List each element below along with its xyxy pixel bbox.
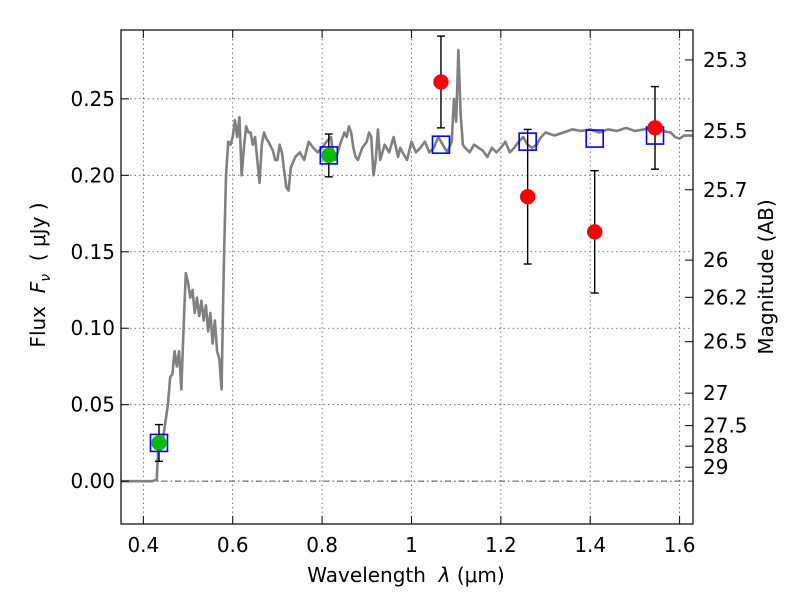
y-axis-label-subscript: ν bbox=[38, 274, 54, 282]
x-tick-label: 1.6 bbox=[664, 533, 696, 557]
y-axis-label-gap2 bbox=[26, 261, 50, 274]
magnitude-tick-label: 28 bbox=[703, 434, 728, 458]
magnitude-tick-label: 27.5 bbox=[703, 414, 748, 438]
x-tick-label: 0.8 bbox=[306, 533, 338, 557]
x-tick-label: 1.4 bbox=[574, 533, 606, 557]
x-axis-label-unit: (μm) bbox=[457, 563, 505, 587]
magnitude-tick-label: 25.5 bbox=[703, 119, 748, 143]
magnitude-tick-label: 26 bbox=[703, 248, 728, 272]
y-tick-label: 0.15 bbox=[70, 240, 115, 264]
magnitude-tick-label: 25.7 bbox=[703, 178, 748, 202]
observed-flux-point bbox=[647, 120, 663, 136]
axis-tick-labels: 0.4 0.6 0.8 1 1.2 1.4 1.6 0.00 0.05 0.10 0.15 0.20 0… bbox=[70, 48, 747, 557]
y-axis-label-unit: ( μJy ) bbox=[26, 202, 50, 261]
y-axis-label-gap bbox=[26, 293, 50, 306]
x-axis-label-gap bbox=[426, 563, 439, 587]
x-tick-label: 0.4 bbox=[127, 533, 159, 557]
model-photometry-square bbox=[431, 135, 451, 155]
model-photometry-square bbox=[585, 129, 604, 148]
observed-flux-point bbox=[151, 435, 167, 451]
x-tick-label: 1.2 bbox=[485, 533, 517, 557]
y-tick-label: 0.20 bbox=[70, 163, 115, 187]
right-axis-label: Magnitude (AB) bbox=[754, 199, 778, 354]
model-sed-line bbox=[121, 48, 693, 483]
y-axis-label-text: Flux bbox=[26, 306, 50, 348]
y-tick-label: 0.25 bbox=[70, 87, 115, 111]
x-axis-label: Wavelength λ (μm) bbox=[307, 563, 504, 587]
magnitude-tick-label: 26.5 bbox=[703, 330, 748, 354]
data-series bbox=[121, 35, 693, 483]
plot-frame bbox=[120, 29, 694, 525]
magnitude-tick-label: 27 bbox=[703, 381, 728, 405]
x-axis-label-text: Wavelength bbox=[307, 563, 426, 587]
observed-flux-point bbox=[519, 188, 536, 205]
magnitude-tick-label: 25.3 bbox=[703, 48, 748, 72]
observed-flux-point bbox=[586, 224, 603, 240]
x-axis-label-symbol: λ bbox=[438, 563, 451, 587]
y-tick-label: 0.05 bbox=[70, 393, 115, 417]
magnitude-tick-label: 26.2 bbox=[703, 285, 748, 309]
x-tick-label: 1 bbox=[405, 533, 418, 557]
x-tick-label: 0.6 bbox=[217, 533, 249, 557]
axis-ticks bbox=[121, 30, 693, 524]
magnitude-tick-label: 29 bbox=[703, 455, 728, 479]
y-axis-label: Flux Fν ( μJy ) bbox=[26, 202, 54, 347]
observed-flux-point bbox=[321, 147, 337, 164]
observed-flux-point bbox=[433, 74, 449, 90]
y-axis-label-symbol: F bbox=[26, 281, 50, 293]
y-tick-label: 0.10 bbox=[70, 316, 115, 340]
y-tick-label: 0.00 bbox=[70, 469, 115, 493]
